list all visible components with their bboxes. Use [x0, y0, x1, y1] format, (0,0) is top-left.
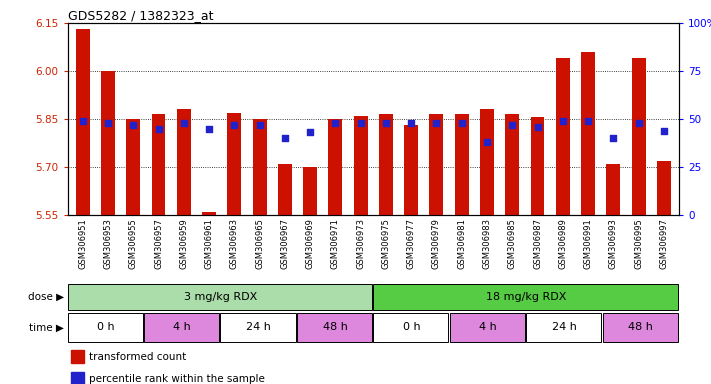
Bar: [68, 284, 372, 310]
Point: [203, 126, 215, 132]
Point: [658, 127, 670, 134]
Bar: [373, 313, 449, 342]
Point: [102, 120, 114, 126]
Text: dose ▶: dose ▶: [28, 291, 64, 302]
Bar: [70, 372, 84, 384]
Bar: [303, 167, 317, 215]
Point: [127, 122, 139, 128]
Bar: [353, 116, 368, 215]
Bar: [328, 119, 342, 215]
Bar: [449, 313, 525, 342]
Bar: [177, 109, 191, 215]
Text: transformed count: transformed count: [89, 352, 186, 362]
Point: [77, 118, 88, 124]
Text: GSM306983: GSM306983: [483, 218, 491, 270]
Point: [380, 120, 392, 126]
Bar: [581, 52, 595, 215]
Bar: [70, 350, 84, 363]
Bar: [631, 58, 646, 215]
Text: GDS5282 / 1382323_at: GDS5282 / 1382323_at: [68, 9, 213, 22]
Bar: [127, 119, 140, 215]
Text: 24 h: 24 h: [552, 322, 577, 333]
Text: GSM306991: GSM306991: [584, 218, 592, 269]
Bar: [68, 313, 143, 342]
Text: 18 mg/kg RDX: 18 mg/kg RDX: [486, 291, 567, 302]
Text: GSM306973: GSM306973: [356, 218, 365, 270]
Bar: [556, 58, 570, 215]
Bar: [526, 313, 602, 342]
Text: GSM306955: GSM306955: [129, 218, 138, 269]
Text: GSM306985: GSM306985: [508, 218, 517, 269]
Point: [153, 126, 164, 132]
Text: percentile rank within the sample: percentile rank within the sample: [89, 374, 264, 384]
Text: GSM306997: GSM306997: [659, 218, 668, 269]
Text: GSM306979: GSM306979: [432, 218, 441, 269]
Text: GSM306987: GSM306987: [533, 218, 542, 270]
Bar: [530, 118, 545, 215]
Text: GSM306993: GSM306993: [609, 218, 618, 269]
Bar: [657, 161, 670, 215]
Text: GSM306961: GSM306961: [205, 218, 213, 269]
Point: [582, 118, 594, 124]
Bar: [373, 284, 678, 310]
Bar: [278, 164, 292, 215]
Point: [633, 120, 644, 126]
Text: GSM306963: GSM306963: [230, 218, 239, 270]
Bar: [429, 114, 444, 215]
Point: [178, 120, 189, 126]
Text: time ▶: time ▶: [29, 322, 64, 333]
Text: GSM306969: GSM306969: [306, 218, 314, 269]
Text: GSM306953: GSM306953: [104, 218, 112, 269]
Text: GSM306971: GSM306971: [331, 218, 340, 269]
Point: [557, 118, 569, 124]
Point: [355, 120, 366, 126]
Point: [405, 120, 417, 126]
Bar: [455, 114, 469, 215]
Text: 24 h: 24 h: [246, 322, 271, 333]
Bar: [297, 313, 372, 342]
Text: GSM306977: GSM306977: [407, 218, 416, 270]
Point: [304, 129, 316, 136]
Bar: [202, 212, 216, 215]
Text: 0 h: 0 h: [97, 322, 114, 333]
Text: 4 h: 4 h: [479, 322, 497, 333]
Point: [456, 120, 467, 126]
Bar: [603, 313, 678, 342]
Bar: [252, 119, 267, 215]
Text: 48 h: 48 h: [629, 322, 653, 333]
Point: [608, 135, 619, 141]
Point: [506, 122, 518, 128]
Text: GSM306981: GSM306981: [457, 218, 466, 269]
Point: [254, 122, 265, 128]
Point: [279, 135, 291, 141]
Text: 4 h: 4 h: [173, 322, 191, 333]
Bar: [228, 113, 241, 215]
Bar: [220, 313, 296, 342]
Text: GSM306965: GSM306965: [255, 218, 264, 269]
Text: 0 h: 0 h: [402, 322, 420, 333]
Point: [532, 124, 543, 130]
Point: [431, 120, 442, 126]
Point: [481, 139, 493, 145]
Text: 3 mg/kg RDX: 3 mg/kg RDX: [183, 291, 257, 302]
Point: [330, 120, 341, 126]
Bar: [76, 30, 90, 215]
Bar: [151, 114, 166, 215]
Point: [229, 122, 240, 128]
Text: GSM306995: GSM306995: [634, 218, 643, 269]
Bar: [405, 126, 418, 215]
Text: GSM306951: GSM306951: [78, 218, 87, 269]
Bar: [101, 71, 115, 215]
Text: 48 h: 48 h: [323, 322, 348, 333]
Text: GSM306957: GSM306957: [154, 218, 163, 269]
Text: GSM306975: GSM306975: [381, 218, 390, 269]
Text: GSM306959: GSM306959: [179, 218, 188, 269]
Bar: [506, 114, 519, 215]
Bar: [480, 109, 494, 215]
Bar: [606, 164, 620, 215]
Text: GSM306967: GSM306967: [280, 218, 289, 270]
Bar: [379, 114, 393, 215]
Bar: [144, 313, 219, 342]
Text: GSM306989: GSM306989: [558, 218, 567, 269]
